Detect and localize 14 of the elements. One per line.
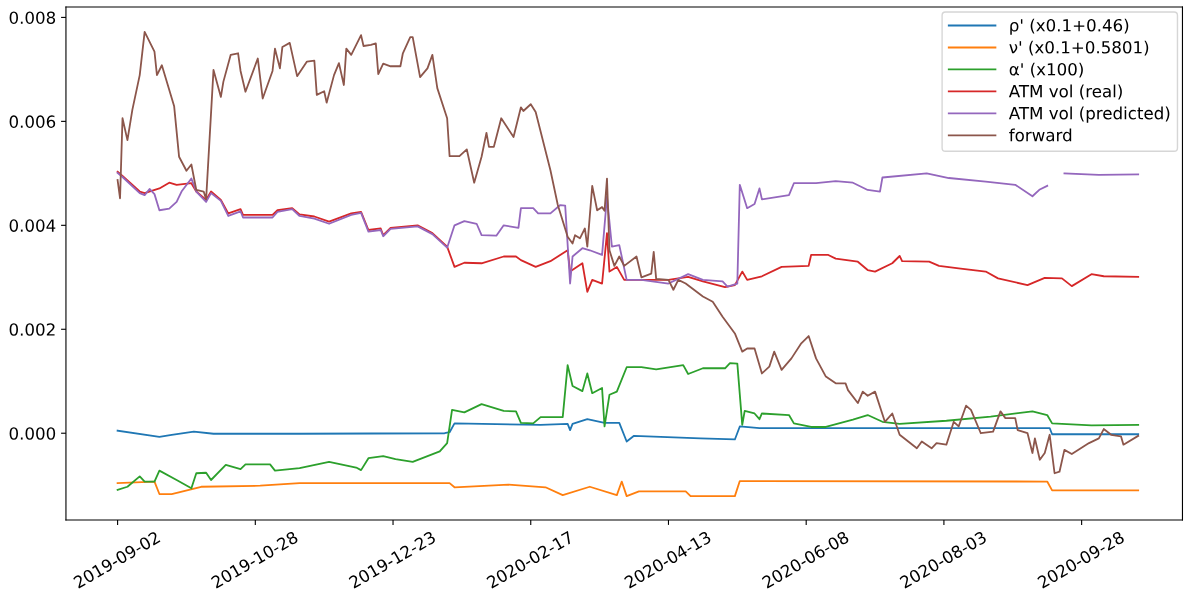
y-tick-label: 0.000 bbox=[9, 427, 56, 440]
line-series bbox=[116, 418, 1140, 443]
legend-label: forward bbox=[1009, 128, 1072, 142]
y-tick-label: 0.006 bbox=[9, 115, 56, 128]
line-series bbox=[116, 480, 1140, 498]
legend-label: ATM vol (predicted) bbox=[1008, 106, 1170, 123]
legend-label: ρ' (x0.1+0.46) bbox=[1010, 18, 1129, 35]
y-tick-label: 0.002 bbox=[9, 323, 55, 336]
legend-label: α' (x100) bbox=[1009, 62, 1083, 78]
y-tick-label: 0.004 bbox=[9, 219, 56, 232]
legend-label: ATM vol (real) bbox=[1008, 84, 1122, 100]
y-tick-label: 0.008 bbox=[9, 11, 56, 24]
line-series bbox=[116, 362, 1140, 491]
legend-label: ν' (x0.1+0.5801) bbox=[1009, 40, 1149, 56]
